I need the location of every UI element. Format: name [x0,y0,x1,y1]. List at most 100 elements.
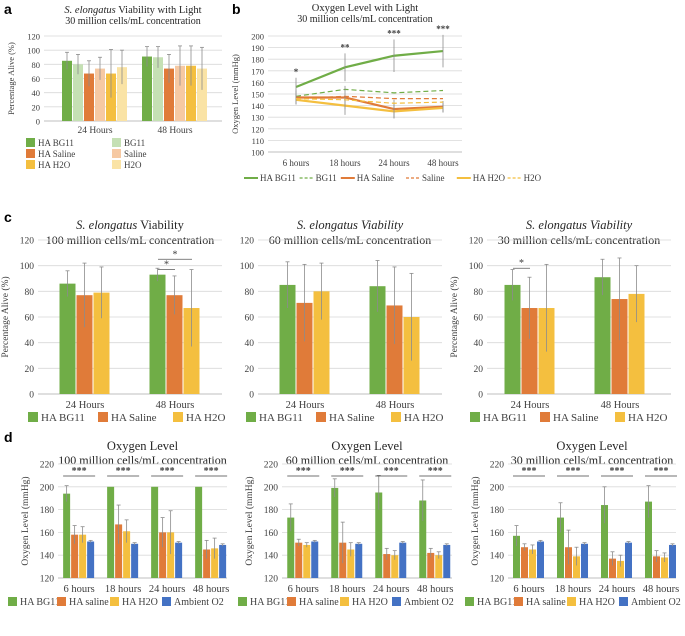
legend-label: HA BG11 [38,138,74,148]
legend-swatch [28,412,38,422]
bar [645,501,652,578]
x-tick-label: 48 hours [427,158,459,168]
legend-swatch [8,597,17,606]
bar [159,532,167,578]
significance-label: *** [522,466,537,477]
legend-label: BG11 [316,173,337,183]
y-tick-label: 100 [20,262,35,272]
legend-label: HA saline [299,597,339,608]
y-tick-label: 0 [249,391,254,401]
bar [287,517,295,578]
legend-label: HA Saline [553,412,599,424]
legend-swatch [340,597,349,606]
x-tick-label: 48 Hours [157,126,192,136]
x-tick-label: 24 hours [149,584,185,595]
y-tick-label: 0 [29,391,34,401]
y-tick-label: 0 [478,391,483,401]
y-tick-label: 120 [27,32,40,42]
y-tick-label: 130 [251,113,264,123]
y-axis-label: Percentage Alive (%) [0,276,11,357]
legend-label: HA H2O [628,412,667,424]
significance-label: *** [387,28,401,38]
legend-label: BG11 [124,138,145,148]
legend-swatch [98,412,108,422]
bar [149,274,166,394]
y-tick-label: 60 [32,74,41,84]
chart-title: S. elongatus Viability with Light [64,5,201,16]
y-tick-label: 160 [490,529,505,539]
significance-label: *** [610,466,625,477]
y-tick-label: 160 [251,78,264,88]
bar [73,64,83,121]
legend-label: HA H2O [38,160,71,170]
y-tick-label: 120 [264,575,279,585]
x-tick-label: 24 Hours [286,400,325,411]
x-tick-label: 6 hours [64,584,95,595]
bar [151,486,159,578]
chart-title: Oxygen Level with Light [312,3,419,14]
legend-label: HA Saline [38,149,75,159]
y-tick-label: 80 [32,60,41,70]
x-tick-label: 48 Hours [601,400,640,411]
significance-label: *** [296,466,311,477]
bar [166,295,183,394]
x-tick-label: 48 hours [193,584,229,595]
legend-swatch [173,412,183,422]
y-tick-label: 20 [32,102,41,112]
bar [115,524,123,578]
chart-title-italic: S. elongatus Viability [297,218,404,232]
series-line [295,95,443,100]
y-tick-label: 40 [25,339,35,349]
y-tick-label: 120 [20,237,35,247]
y-tick-label: 40 [474,339,484,349]
legend-label: HA Saline [329,412,375,424]
y-axis-label: Oxygen Level (mmHg) [20,476,31,565]
y-tick-label: 200 [251,32,264,42]
legend-swatch [470,412,480,422]
chart-title: S. elongatus Viability [76,218,184,232]
chart-title: Oxygen Level [331,439,403,453]
y-axis-label: Percentage Alive (%) [449,276,460,357]
series-line [295,98,444,113]
legend-label: HA H2O [579,597,615,608]
x-tick-label: 24 Hours [77,126,112,136]
bar [669,544,676,578]
y-tick-label: 100 [251,148,264,158]
x-tick-label: 6 hours [283,158,310,168]
y-tick-label: 170 [251,66,264,76]
significance-label: *** [72,466,87,477]
y-tick-label: 110 [252,136,264,146]
y-axis-label: Percentage Alive (%) [6,42,16,115]
y-tick-label: 200 [40,483,55,493]
legend-swatch [567,597,576,606]
panel-label: a [4,1,12,17]
legend-swatch [162,597,171,606]
y-tick-label: 180 [251,55,264,65]
y-tick-label: 60 [474,314,484,324]
bar [71,534,79,578]
bar [581,543,588,578]
legend-swatch [26,149,35,158]
legend-label: HA H2O [404,412,443,424]
bar [504,284,521,394]
y-axis-label: Oxygen Level (mmHg) [244,476,255,565]
significance-label: *** [340,466,355,477]
y-tick-label: 200 [490,483,505,493]
y-tick-label: 60 [25,314,35,324]
legend-label: Ambient O2 [174,597,224,608]
significance-label: *** [160,466,175,477]
legend-swatch [287,597,296,606]
bar [62,60,72,121]
y-tick-label: 20 [25,365,35,375]
bar [219,544,227,578]
bar [399,542,407,578]
bar [76,295,93,394]
significance-label: *** [384,466,399,477]
y-tick-label: 120 [251,124,264,134]
bar [521,308,538,394]
y-tick-label: 150 [251,90,264,100]
bar [311,541,319,578]
legend-label: HA H2O [473,173,506,183]
bar [87,541,95,578]
bar [391,555,399,578]
